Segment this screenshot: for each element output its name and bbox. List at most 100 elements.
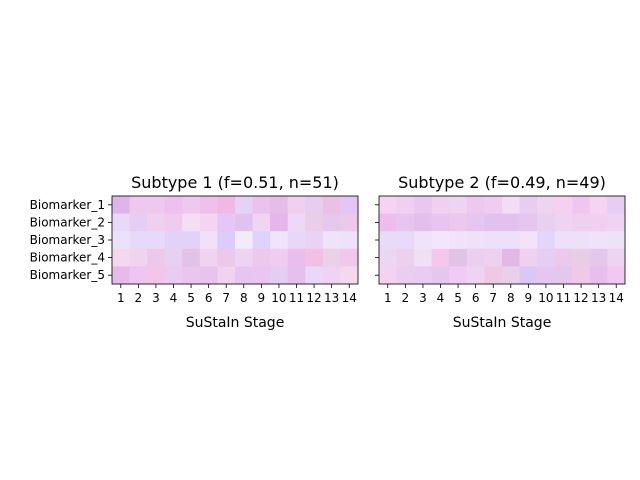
heatmap-cell: [164, 213, 183, 232]
heatmap-cell: [112, 196, 130, 214]
heatmap-cell: [182, 196, 201, 214]
heatmap-cell: [217, 266, 236, 285]
heatmap-cell: [199, 196, 218, 214]
heatmap-cell: [340, 231, 359, 250]
heatmap-cell: [396, 213, 415, 232]
heatmap-cell: [287, 266, 306, 285]
heatmap-cell: [287, 231, 306, 250]
heatmap-cell: [287, 248, 306, 267]
heatmap-cell: [182, 213, 201, 232]
heatmap-cell: [379, 248, 397, 267]
heatmap-cell: [607, 231, 626, 250]
heatmap-cell: [414, 248, 433, 267]
heatmap-cell: [396, 266, 415, 285]
x-tick-label: 11: [556, 291, 571, 305]
heatmap-cell: [199, 266, 218, 285]
heatmap-cell: [164, 196, 183, 214]
heatmap-cell: [572, 248, 591, 267]
heatmap-cell: [431, 266, 450, 285]
heatmap-cell: [340, 213, 359, 232]
heatmap-cell: [340, 266, 359, 285]
x-tick-label: 4: [170, 291, 178, 305]
x-tick-label: 8: [240, 291, 248, 305]
heatmap-cell: [270, 213, 289, 232]
heatmap-cell: [217, 248, 236, 267]
heatmap-cell: [340, 196, 359, 214]
x-tick-label: 12: [573, 291, 588, 305]
heatmap-cell: [484, 196, 503, 214]
heatmap-cell: [449, 196, 468, 214]
heatmap-cell: [252, 231, 271, 250]
x-tick-label: 3: [152, 291, 160, 305]
heatmap-cell: [431, 196, 450, 214]
heatmap-cell: [466, 231, 485, 250]
heatmap-cell: [164, 266, 183, 285]
y-tick-label: Biomarker_1: [30, 198, 105, 212]
heatmap-cell: [537, 213, 556, 232]
heatmap-cell: [589, 248, 608, 267]
heatmap-cell: [235, 248, 253, 267]
heatmap-cell: [252, 213, 271, 232]
heatmap-cell: [502, 196, 520, 214]
x-tick-label: 14: [342, 291, 357, 305]
heatmap-cell: [572, 266, 591, 285]
heatmap-cell: [414, 213, 433, 232]
heatmap-cell: [537, 196, 556, 214]
heatmap-cell: [287, 196, 306, 214]
heatmap-cell: [217, 213, 236, 232]
heatmap-cell: [305, 266, 324, 285]
heatmap-cell: [519, 196, 538, 214]
heatmap-cell: [607, 196, 626, 214]
heatmap-cell: [449, 213, 468, 232]
heatmap-cell: [396, 231, 415, 250]
x-tick-label: 2: [402, 291, 410, 305]
heatmap-cell: [572, 213, 591, 232]
heatmap-cell: [484, 231, 503, 250]
heatmap-cell: [112, 248, 130, 267]
heatmap-cell: [607, 266, 626, 285]
heatmap-cell: [396, 248, 415, 267]
chart-title: Subtype 1 (f=0.51, n=51): [131, 173, 339, 192]
heatmap-cell: [164, 248, 183, 267]
heatmap-cell: [147, 248, 166, 267]
heatmap-cell: [589, 196, 608, 214]
heatmap-cell: [379, 231, 397, 250]
heatmap-cell: [572, 196, 591, 214]
heatmap-cell: [537, 248, 556, 267]
heatmap-cell: [572, 231, 591, 250]
x-tick-label: 2: [135, 291, 143, 305]
heatmap-cell: [305, 213, 324, 232]
heatmap-cell: [147, 231, 166, 250]
heatmap-cell: [449, 266, 468, 285]
x-tick-label: 7: [222, 291, 230, 305]
x-tick-label: 6: [472, 291, 480, 305]
heatmap-cell: [554, 248, 573, 267]
heatmap-cell: [147, 213, 166, 232]
heatmap-cell: [322, 196, 341, 214]
heatmap-cell: [147, 196, 166, 214]
heatmap-cell: [252, 196, 271, 214]
x-tick-label: 6: [205, 291, 213, 305]
x-tick-label: 4: [437, 291, 445, 305]
heatmap-cell: [322, 231, 341, 250]
y-tick-label: Biomarker_5: [30, 268, 105, 282]
x-tick-label: 10: [538, 291, 553, 305]
x-tick-label: 3: [419, 291, 427, 305]
heatmap-cell: [431, 213, 450, 232]
heatmap-cell: [305, 248, 324, 267]
heatmap-cell: [182, 266, 201, 285]
heatmap-cell: [235, 231, 253, 250]
y-tick-label: Biomarker_3: [30, 233, 105, 247]
heatmap-cell: [589, 213, 608, 232]
x-tick-label: 14: [609, 291, 624, 305]
x-tick-label: 13: [324, 291, 339, 305]
subtype-2-panel: Subtype 2 (f=0.49, n=49)1 2 3 4 5 6 7 8 9 10 11 12 1…: [375, 173, 626, 331]
x-tick-label: 5: [454, 291, 462, 305]
heatmap-cell: [129, 213, 148, 232]
x-tick-label: 1: [384, 291, 392, 305]
x-tick-label: 1: [117, 291, 125, 305]
heatmap-cell: [607, 248, 626, 267]
heatmap-cell: [484, 248, 503, 267]
x-tick-label: 8: [507, 291, 515, 305]
heatmap-cell: [554, 266, 573, 285]
